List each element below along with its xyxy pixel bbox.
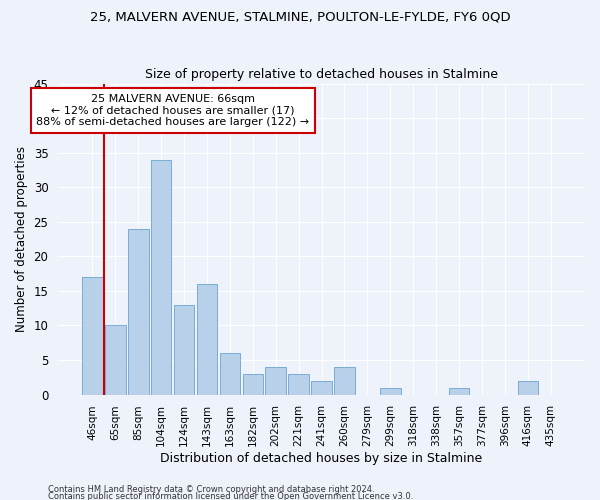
Bar [128,228,149,394]
Bar [174,304,194,394]
Bar [289,374,309,394]
Bar [151,160,172,394]
X-axis label: Distribution of detached houses by size in Stalmine: Distribution of detached houses by size … [160,452,483,465]
Bar [220,353,240,395]
Bar [242,374,263,394]
Title: Size of property relative to detached houses in Stalmine: Size of property relative to detached ho… [145,68,498,81]
Bar [82,277,103,394]
Bar [265,367,286,394]
Bar [334,367,355,394]
Bar [518,381,538,394]
Bar [311,381,332,394]
Text: Contains HM Land Registry data © Crown copyright and database right 2024.: Contains HM Land Registry data © Crown c… [48,485,374,494]
Bar [197,284,217,395]
Bar [105,326,125,394]
Text: 25, MALVERN AVENUE, STALMINE, POULTON-LE-FYLDE, FY6 0QD: 25, MALVERN AVENUE, STALMINE, POULTON-LE… [89,10,511,23]
Bar [380,388,401,394]
Text: Contains public sector information licensed under the Open Government Licence v3: Contains public sector information licen… [48,492,413,500]
Bar [449,388,469,394]
Y-axis label: Number of detached properties: Number of detached properties [15,146,28,332]
Text: 25 MALVERN AVENUE: 66sqm
← 12% of detached houses are smaller (17)
88% of semi-d: 25 MALVERN AVENUE: 66sqm ← 12% of detach… [36,94,309,127]
